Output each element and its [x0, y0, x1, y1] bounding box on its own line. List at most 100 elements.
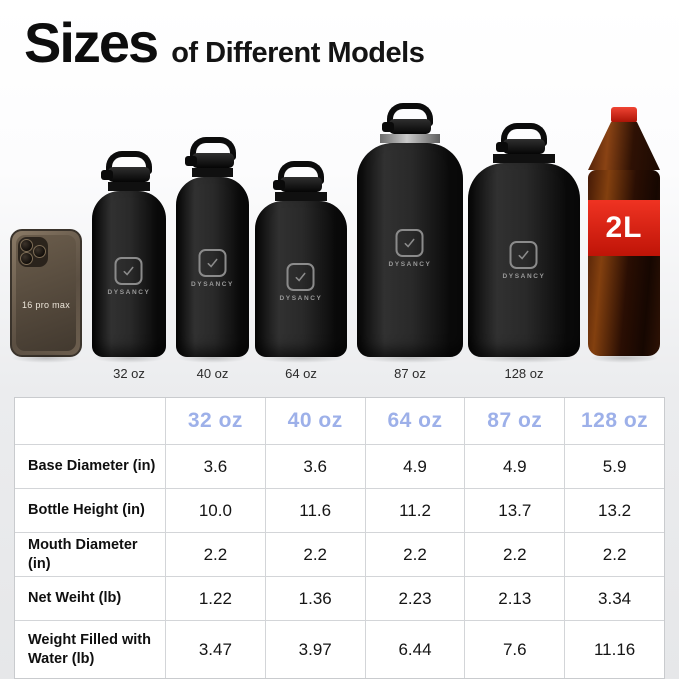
row-label: Mouth Diameter (in) [15, 532, 165, 576]
product-lineup: 16 pro max DYSANCY 32 oz [10, 103, 660, 381]
cell-value: 3.6 [165, 444, 265, 488]
cell-value: 2.2 [464, 532, 565, 576]
brand-logo-icon [395, 228, 424, 257]
camera-lens-icon [20, 239, 33, 252]
bottle-body: DYSANCY [468, 163, 580, 357]
brand-logo: DYSANCY [502, 240, 546, 280]
phone-figure: 16 pro max [10, 229, 82, 363]
bottle-87oz: DYSANCY 87 oz [357, 103, 463, 381]
cola-cap [611, 107, 637, 123]
comparison-table: 32 oz 40 oz 64 oz 87 oz 128 oz Base Diam… [14, 397, 665, 679]
cell-value: 2.13 [464, 576, 565, 620]
col-header: 64 oz [364, 398, 465, 444]
bottle-size-label: 87 oz [394, 366, 426, 381]
cell-value: 2.23 [364, 576, 465, 620]
bottle-neck [108, 182, 150, 191]
brand-logo-icon [114, 257, 143, 286]
row-label: Base Diameter (in) [15, 444, 165, 488]
brand-logo-icon [509, 240, 538, 269]
cola-neck [588, 122, 660, 170]
bottle-lid [496, 139, 545, 154]
camera-lens-icon [20, 252, 33, 265]
brand-logo-icon [198, 249, 227, 277]
cola-body: 2L [588, 170, 660, 356]
bottle-lid [382, 119, 431, 134]
cell-value: 3.6 [264, 444, 365, 488]
bottle-size-label: 40 oz [196, 366, 229, 381]
cell-value: 3.47 [165, 620, 265, 678]
bottle-neck [275, 192, 327, 201]
cell-value: 7.6 [464, 620, 565, 678]
bottle-40oz: DYSANCY 40 oz [176, 137, 249, 381]
bottle-handle-icon [278, 161, 324, 184]
bottle-body: DYSANCY [357, 143, 463, 357]
bottle-body: DYSANCY [176, 177, 249, 357]
col-header: 128 oz [564, 398, 664, 444]
bottle-body: DYSANCY [255, 201, 347, 357]
cell-value: 1.36 [264, 576, 365, 620]
brand-logo-icon [286, 263, 315, 292]
cola-bottle: 2L [588, 107, 660, 363]
bottle-64oz: DYSANCY 64 oz [255, 161, 347, 381]
cell-value: 11.2 [364, 488, 465, 532]
bottle-handle-icon [189, 137, 236, 160]
bottle-lid [273, 177, 322, 192]
cell-value: 2.2 [364, 532, 465, 576]
cell-value: 1.22 [165, 576, 265, 620]
brand-name: DYSANCY [107, 289, 151, 297]
row-label: Weight Filled with Water (lb) [15, 620, 165, 678]
page-title: Sizes of Different Models [24, 10, 425, 75]
cell-value: 5.9 [564, 444, 664, 488]
brand-logo: DYSANCY [388, 228, 432, 268]
cell-value: 4.9 [464, 444, 565, 488]
brand-name: DYSANCY [502, 272, 546, 280]
bottle-handle-icon [387, 103, 433, 126]
cell-value: 11.6 [264, 488, 365, 532]
brand-logo: DYSANCY [280, 263, 323, 302]
row-label: Net Weiht (lb) [15, 576, 165, 620]
cell-value: 3.97 [264, 620, 365, 678]
bottle-size-label: 64 oz [285, 366, 317, 381]
cola-label: 2L [588, 200, 660, 256]
cola-volume-label: 2L [605, 211, 643, 244]
title-main: Sizes [24, 11, 159, 74]
bottle-steel-collar [380, 134, 440, 143]
cell-value: 2.2 [264, 532, 365, 576]
bottle-size-label: 128 oz [504, 366, 544, 381]
cell-value: 13.2 [564, 488, 664, 532]
cell-value: 2.2 [165, 532, 265, 576]
bottle-neck [192, 168, 233, 177]
title-suffix: of Different Models [171, 37, 425, 69]
camera-module-icon [18, 237, 48, 267]
bottle-lid [184, 153, 234, 168]
phone: 16 pro max [10, 229, 82, 357]
bottle-handle-icon [501, 123, 547, 146]
bottle-size-label: 32 oz [113, 366, 145, 381]
bottle-32oz: DYSANCY 32 oz [92, 151, 166, 381]
cell-value: 10.0 [165, 488, 265, 532]
brand-logo: DYSANCY [108, 257, 151, 296]
col-header: 87 oz [464, 398, 564, 444]
brand-logo: DYSANCY [191, 249, 234, 288]
bottle-neck [492, 154, 556, 163]
row-label: Bottle Height (in) [15, 488, 165, 532]
brand-name: DYSANCY [388, 260, 432, 268]
cell-value: 13.7 [464, 488, 565, 532]
phone-model-label: 16 pro max [21, 300, 71, 311]
cell-value: 4.9 [364, 444, 465, 488]
bottle-body: DYSANCY [92, 191, 166, 357]
brand-name: DYSANCY [191, 281, 234, 288]
camera-lens-icon [33, 245, 46, 258]
cell-value: 2.2 [564, 532, 664, 576]
brand-name: DYSANCY [279, 295, 323, 303]
col-header: 32 oz [165, 398, 265, 444]
corner-cell [15, 398, 165, 444]
cell-value: 6.44 [364, 620, 465, 678]
col-header: 40 oz [264, 398, 365, 444]
cell-value: 11.16 [564, 620, 664, 678]
cell-value: 3.34 [564, 576, 664, 620]
bottle-128oz: DYSANCY 128 oz [468, 123, 580, 381]
bottle-handle-icon [106, 151, 152, 174]
bottle-lid [101, 167, 150, 182]
